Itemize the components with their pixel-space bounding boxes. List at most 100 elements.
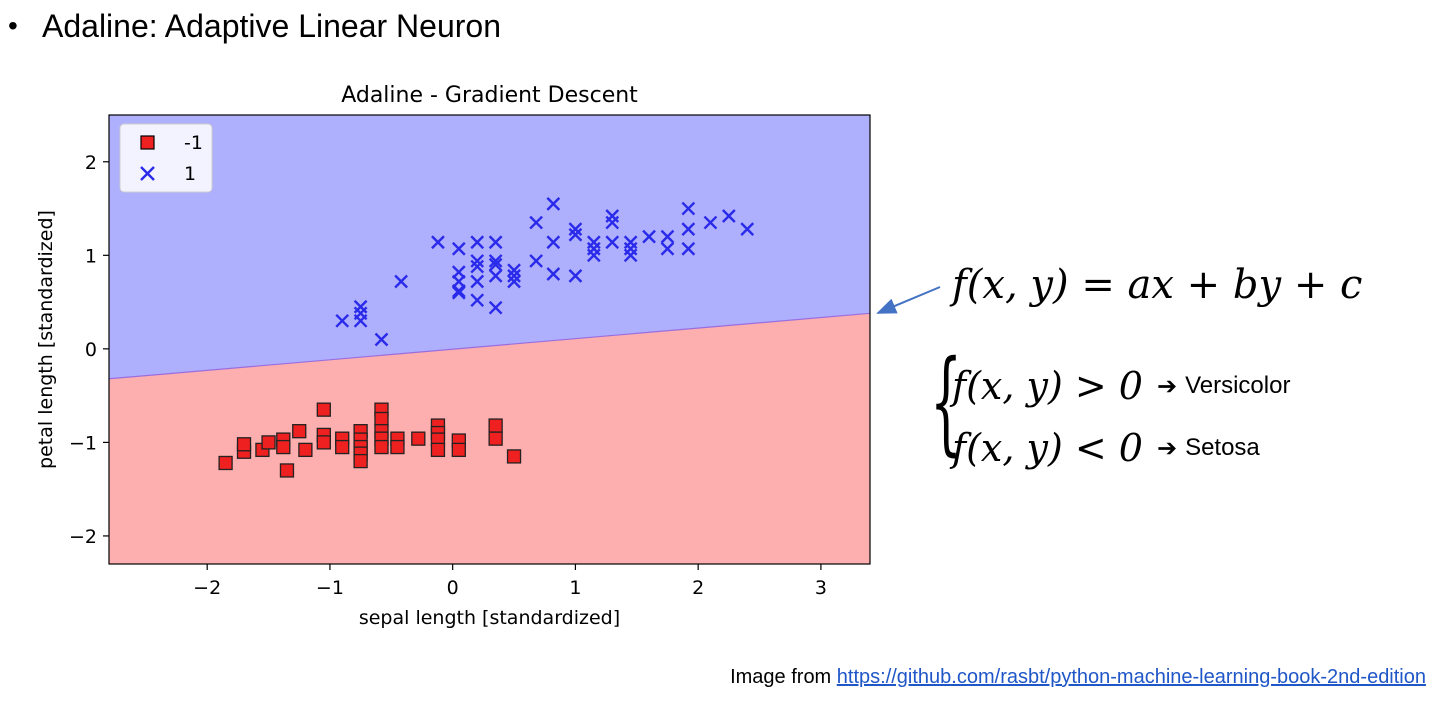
- data-point-versicolor: [681, 222, 696, 236]
- data-point-versicolor: [470, 254, 485, 268]
- rule-expression-positive: f(x, y) > 0: [952, 364, 1143, 408]
- slide-title-text: Adaline: Adaptive Linear Neuron: [42, 7, 501, 44]
- data-point-setosa: [316, 435, 331, 450]
- y-tick-label: −2: [69, 526, 97, 548]
- data-point-setosa: [488, 431, 503, 446]
- rule-row-negative: f(x, y) < 0 ➔ Setosa: [952, 426, 1260, 470]
- data-point-versicolor: [546, 267, 561, 281]
- data-point-setosa: [353, 453, 368, 469]
- legend-label-positive: 1: [184, 163, 196, 185]
- data-point-setosa: [374, 411, 389, 427]
- data-point-versicolor: [546, 197, 561, 211]
- data-point-versicolor: [451, 241, 466, 256]
- plot-frame: [108, 114, 871, 565]
- right-arrow-icon: ➔: [1156, 434, 1178, 462]
- data-point-versicolor: [660, 229, 675, 244]
- source-link[interactable]: https://github.com/rasbt/python-machine-…: [836, 666, 1426, 688]
- data-point-versicolor: [642, 229, 656, 244]
- data-point-versicolor: [470, 274, 485, 289]
- data-point-versicolor: [507, 263, 521, 278]
- class-label-setosa: Setosa: [1185, 434, 1260, 461]
- data-point-versicolor: [507, 274, 521, 289]
- chart-legend: -1 1: [119, 123, 213, 193]
- data-point-versicolor: [529, 254, 543, 268]
- data-point-setosa: [430, 442, 446, 458]
- data-point-versicolor: [488, 235, 503, 250]
- data-point-versicolor: [660, 241, 675, 256]
- data-point-versicolor: [568, 222, 583, 236]
- y-axis-label: petal length [standardized]: [35, 210, 57, 469]
- decision-boundary-line: [109, 312, 870, 380]
- data-point-versicolor: [488, 269, 503, 283]
- rule-expression-negative: f(x, y) < 0: [952, 426, 1143, 470]
- y-tick-label: 2: [85, 152, 97, 174]
- data-point-versicolor: [374, 332, 389, 347]
- data-point-versicolor: [451, 285, 466, 300]
- image-credit: Image from https://github.com/rasbt/pyth…: [730, 666, 1426, 689]
- data-point-versicolor: [353, 299, 368, 314]
- linear-function-equation: f(x, y) = ax + by + c: [952, 262, 1363, 308]
- x-axis-ticks: −2 −1 0 1 2 3: [193, 564, 827, 599]
- y-tick-label: 1: [85, 245, 97, 267]
- data-point-versicolor: [605, 235, 620, 250]
- bullet-marker: •: [8, 10, 18, 41]
- decision-regions: [109, 115, 870, 564]
- class-label-versicolor: Versicolor: [1185, 372, 1291, 399]
- data-point-setosa: [316, 402, 331, 417]
- x-axis-label: sepal length [standardized]: [359, 607, 620, 629]
- legend-x-marker: [140, 166, 155, 181]
- data-point-setosa: [390, 439, 405, 455]
- data-point-versicolor: [488, 254, 503, 268]
- chart-title: Adaline - Gradient Descent: [341, 83, 638, 108]
- data-point-setosa: [276, 439, 291, 455]
- data-point-setosa: [279, 463, 295, 478]
- scatter-points: [218, 197, 755, 478]
- data-point-versicolor: [507, 269, 521, 283]
- data-point-setosa: [335, 439, 350, 455]
- data-point-setosa: [506, 449, 522, 464]
- right-arrow-icon: ➔: [1156, 372, 1178, 400]
- boundary-pointer-arrow: [876, 286, 941, 314]
- x-tick-label: 0: [447, 577, 459, 599]
- x-tick-label: 2: [692, 577, 704, 599]
- y-tick-label: −1: [69, 432, 97, 454]
- data-point-versicolor: [546, 235, 561, 250]
- x-tick-label: −1: [316, 577, 344, 599]
- data-point-versicolor: [451, 284, 466, 298]
- left-brace: {: [930, 337, 963, 467]
- data-point-versicolor: [488, 300, 503, 315]
- data-point-versicolor: [740, 222, 755, 236]
- data-point-setosa: [374, 439, 389, 455]
- data-point-versicolor: [431, 235, 445, 250]
- data-point-setosa: [218, 455, 233, 471]
- rule-row-positive: f(x, y) > 0 ➔ Versicolor: [952, 364, 1290, 408]
- data-point-versicolor: [470, 235, 485, 250]
- y-tick-label: 0: [85, 339, 97, 361]
- data-point-versicolor: [681, 201, 696, 216]
- legend-label-negative: -1: [184, 132, 203, 154]
- data-point-versicolor: [529, 215, 543, 230]
- data-point-setosa: [292, 424, 307, 439]
- data-point-versicolor: [335, 313, 350, 328]
- data-point-versicolor: [470, 293, 485, 308]
- data-point-versicolor: [623, 248, 638, 263]
- slide-title: • Adaline: Adaptive Linear Neuron: [8, 4, 501, 48]
- data-point-setosa: [451, 442, 466, 458]
- legend-square-marker: [140, 135, 155, 150]
- data-point-setosa: [298, 442, 313, 458]
- classification-rule: { f(x, y) > 0 ➔ Versicolor f(x, y) < 0 ➔…: [930, 346, 1350, 480]
- data-point-versicolor: [488, 257, 503, 272]
- credit-prefix: Image from: [730, 666, 837, 688]
- data-point-setosa: [236, 437, 252, 452]
- data-point-versicolor: [568, 269, 583, 283]
- x-tick-label: 1: [569, 577, 581, 599]
- x-tick-label: 3: [815, 577, 827, 599]
- x-tick-label: −2: [193, 577, 221, 599]
- data-point-setosa: [411, 431, 426, 446]
- data-point-versicolor: [586, 248, 601, 263]
- data-point-versicolor: [721, 209, 736, 223]
- y-axis-ticks: −2 −1 0 1 2: [69, 152, 109, 548]
- data-point-versicolor: [470, 259, 485, 274]
- data-point-setosa: [261, 435, 276, 450]
